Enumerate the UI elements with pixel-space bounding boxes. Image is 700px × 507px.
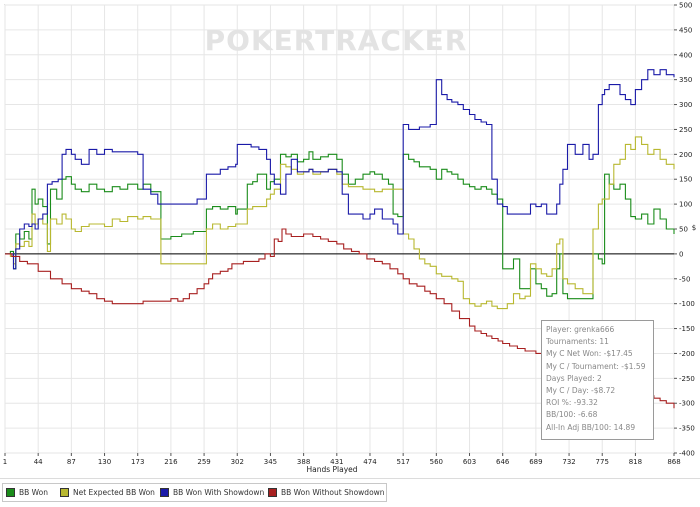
y-tick-label-14: -200 <box>679 350 695 358</box>
y-tick-label-0: 500 <box>679 2 692 10</box>
x-axis: 1 44 87 130 173 216 259 302 345 388 431 474 517 560 60… <box>3 453 681 466</box>
x-tick-label-18: 775 <box>596 458 609 466</box>
stat-roi: ROI %: -93.32 <box>546 398 598 408</box>
y-tick-label-1: 450 <box>679 26 692 34</box>
x-tick-label-17: 732 <box>562 458 575 466</box>
stat-per-tournament: My C / Tournament: -$1.59 <box>546 361 646 371</box>
y-tick-label-3: 350 <box>679 76 692 84</box>
x-tick-label-0: 1 <box>3 458 7 466</box>
x-tick-label-20: 868 <box>667 458 680 466</box>
legend-swatch <box>268 488 277 497</box>
stat-bb100: BB/100: -6.68 <box>546 410 598 420</box>
x-axis-label: Hands Played <box>306 465 357 474</box>
y-tick-label-2: 400 <box>679 51 692 59</box>
x-tick-label-8: 345 <box>264 458 277 466</box>
stat-player: Player: grenka666 <box>546 325 615 334</box>
y-tick-label-6: 200 <box>679 151 692 159</box>
watermark: POKERTRACKER <box>205 24 468 57</box>
y-tick-label-12: -100 <box>679 300 695 308</box>
y-tick-label-11: -50 <box>679 275 690 283</box>
y-tick-label-17: -350 <box>679 425 695 433</box>
x-tick-label-19: 818 <box>629 458 642 466</box>
legend-label: BB Won With Showdown <box>173 488 265 497</box>
legend: BB Won Net Expected BB Won BB Won With S… <box>0 478 700 507</box>
legend-swatch <box>160 488 169 497</box>
y-tick-label-4: 300 <box>679 101 692 109</box>
legend-item-net-expected[interactable]: Net Expected BB Won <box>60 488 155 497</box>
y-tick-label-10: 0 <box>679 250 683 258</box>
stat-net-won: My C Net Won: -$17.45 <box>546 349 633 359</box>
y-tick-label-15: -250 <box>679 375 695 383</box>
x-tick-label-7: 302 <box>231 458 244 466</box>
series-line-2 <box>5 69 675 270</box>
y-tick-label-7: 150 <box>679 176 692 184</box>
x-tick-label-1: 44 <box>34 458 43 466</box>
y-tick-label-13: -150 <box>679 325 695 333</box>
y-tick-label-16: -300 <box>679 400 695 408</box>
legend-frame <box>2 483 387 502</box>
legend-item-without-showdown[interactable]: BB Won Without Showdown <box>268 488 385 497</box>
legend-label: Net Expected BB Won <box>73 488 155 497</box>
stats-box: Player: grenka666 Tournaments: 11 My C N… <box>541 320 654 440</box>
y-tick-label-9: 50 <box>679 226 688 234</box>
x-tick-label-10: 431 <box>330 458 343 466</box>
legend-label: BB Won <box>19 488 48 497</box>
series-line-1 <box>5 136 675 310</box>
y-tick-label-18: -400 <box>679 450 695 458</box>
legend-item-with-showdown[interactable]: BB Won With Showdown <box>160 488 264 497</box>
legend-label: BB Won Without Showdown <box>281 488 385 497</box>
x-tick-label-9: 388 <box>297 458 310 466</box>
y-tick-label-5: 250 <box>679 126 692 134</box>
x-tick-label-3: 130 <box>98 458 111 466</box>
legend-swatch <box>60 488 69 497</box>
x-tick-label-13: 560 <box>430 458 443 466</box>
x-tick-label-6: 259 <box>197 458 210 466</box>
x-tick-label-11: 474 <box>363 458 377 466</box>
x-tick-label-15: 646 <box>496 458 510 466</box>
stat-per-day: My C / Day: -$8.72 <box>546 386 616 396</box>
legend-item-bb-won[interactable]: BB Won <box>6 488 48 497</box>
x-tick-label-14: 603 <box>463 458 476 466</box>
stat-days-played: Days Played: 2 <box>546 373 602 383</box>
x-tick-label-4: 173 <box>131 458 144 466</box>
x-tick-label-16: 689 <box>529 458 542 466</box>
y-axis-label: $ <box>692 224 696 232</box>
stat-allin-bb100: All-In Adj BB/100: 14.89 <box>546 422 636 432</box>
x-tick-label-12: 517 <box>396 458 409 466</box>
stat-tournaments: Tournaments: 11 <box>546 337 609 347</box>
y-tick-label-8: 100 <box>679 201 692 209</box>
legend-swatch <box>6 488 15 497</box>
x-tick-label-2: 87 <box>67 458 76 466</box>
y-axis: 500450400350300250200150100500-50-100-15… <box>674 2 695 458</box>
x-tick-label-5: 216 <box>164 458 178 466</box>
